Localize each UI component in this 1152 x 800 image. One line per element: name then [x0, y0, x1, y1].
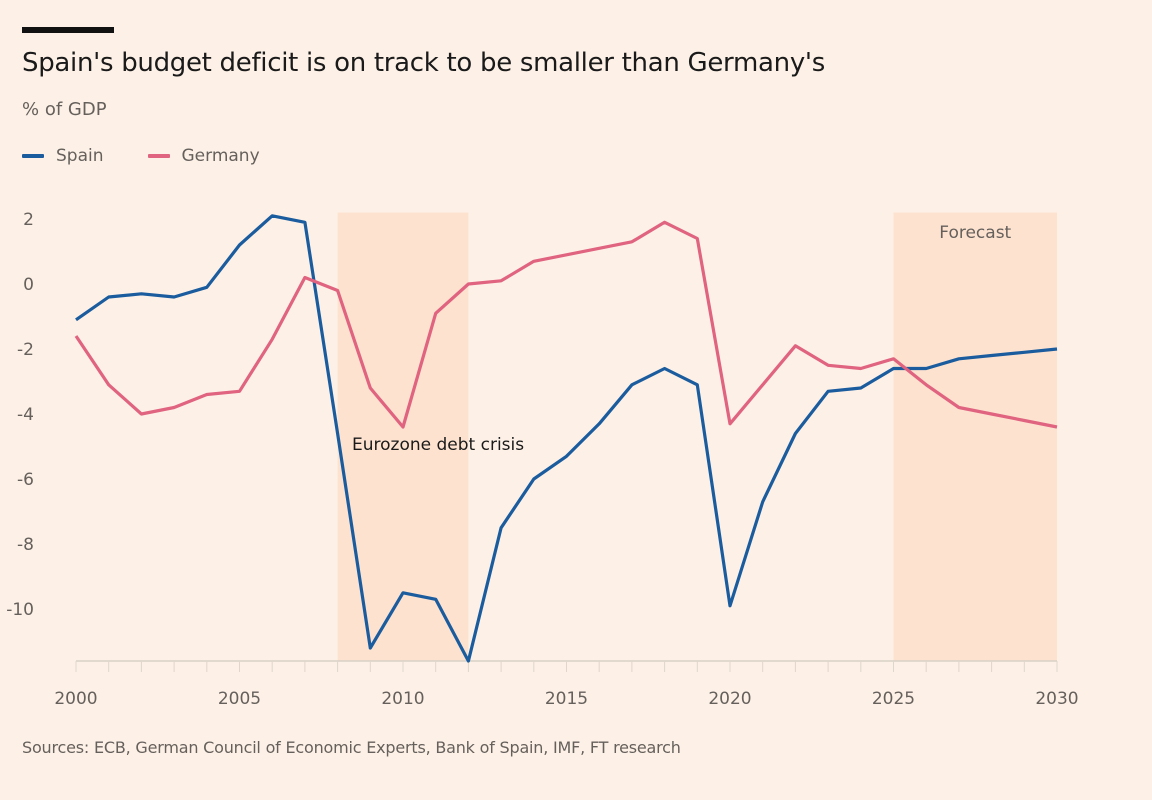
shaded-region-1: [893, 212, 1057, 661]
y-tick-label: -2: [17, 340, 34, 360]
source-note: Sources: ECB, German Council of Economic…: [22, 738, 681, 757]
chart-title: Spain's budget deficit is on track to be…: [22, 48, 825, 78]
legend-label-spain: Spain: [56, 146, 104, 166]
annotation-forecast: Forecast: [939, 223, 1011, 243]
x-tick-label: 2025: [872, 689, 915, 709]
x-tick-label: 2010: [381, 689, 424, 709]
legend-swatch-spain: [22, 154, 44, 158]
legend-item-spain: Spain: [22, 146, 104, 166]
x-tick-label: 2015: [545, 689, 588, 709]
y-tick-label: -10: [6, 600, 34, 620]
y-tick-label: -4: [17, 405, 34, 425]
y-tick-label: -8: [17, 535, 34, 555]
legend-item-germany: Germany: [147, 146, 260, 166]
annotation-eurozone-crisis: Eurozone debt crisis: [352, 435, 524, 455]
legend-label-germany: Germany: [181, 146, 260, 166]
y-tick-label: -6: [17, 470, 34, 490]
x-tick-label: 2000: [54, 689, 97, 709]
brand-bar: [22, 27, 114, 33]
legend: Spain Germany: [22, 146, 260, 166]
y-tick-label: 2: [23, 210, 34, 230]
chart-subtitle: % of GDP: [22, 99, 107, 120]
legend-swatch-germany: [147, 154, 170, 158]
x-tick-label: 2005: [218, 689, 261, 709]
y-tick-label: 0: [23, 275, 34, 295]
x-tick-label: 2020: [708, 689, 751, 709]
x-tick-label: 2030: [1035, 689, 1078, 709]
